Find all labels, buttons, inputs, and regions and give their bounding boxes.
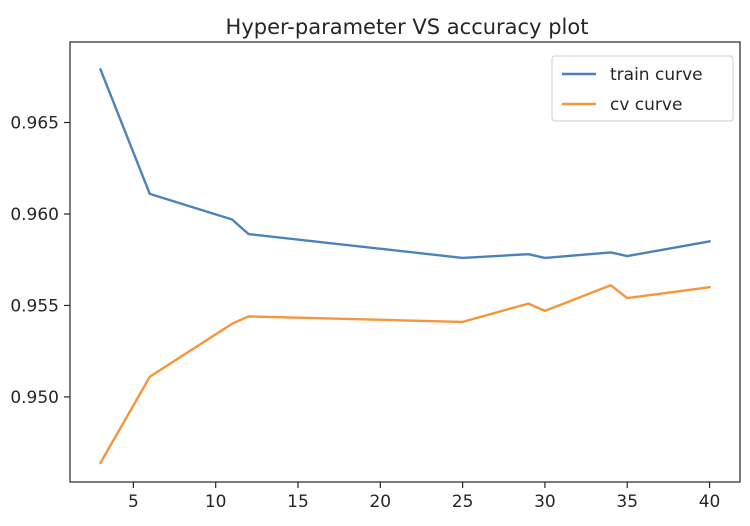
plot-frame [69, 41, 741, 483]
y-tick-label: 0.965 [10, 113, 59, 133]
plot-area [98, 67, 711, 465]
x-tick-label: 15 [287, 492, 309, 512]
y-tick-label: 0.960 [10, 205, 59, 225]
y-tick-label: 0.950 [10, 388, 59, 408]
legend-label-0: train curve [610, 65, 703, 85]
x-tick-label: 35 [616, 492, 638, 512]
x-tick-label: 30 [534, 492, 556, 512]
x-tick-label: 5 [128, 492, 139, 512]
series-line-1 [98, 284, 711, 465]
chart-title: Hyper-parameter VS accuracy plot [226, 15, 589, 39]
y-tick-label: 0.955 [10, 296, 59, 316]
legend: train curve cv curve [551, 55, 734, 122]
x-tick-label: 10 [205, 492, 227, 512]
series-line-0 [98, 67, 711, 260]
x-tick-label: 40 [699, 492, 721, 512]
x-tick-label: 25 [452, 492, 474, 512]
axes: 5 10 15 20 25 30 35 40 0.950 0.955 0.960 0.965 [10, 41, 741, 512]
x-tick-label: 20 [369, 492, 391, 512]
legend-box [551, 55, 734, 122]
legend-label-1: cv curve [610, 95, 682, 115]
